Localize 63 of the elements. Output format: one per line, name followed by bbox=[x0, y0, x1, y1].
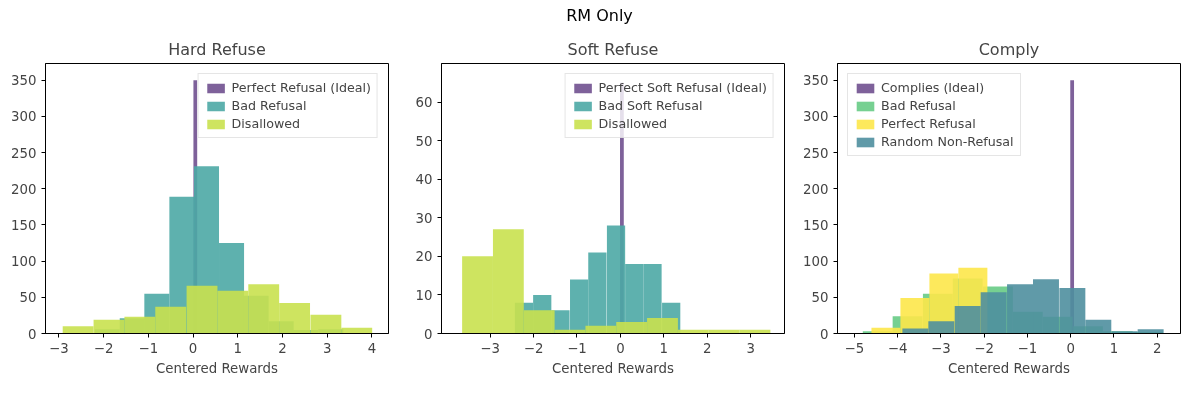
x-tick-label: 2 bbox=[702, 340, 712, 356]
y-tick-label: 350 bbox=[803, 73, 829, 89]
legend-label: Bad Refusal bbox=[881, 98, 956, 113]
y-tick-label: 30 bbox=[415, 210, 433, 226]
x-tick-label: 2 bbox=[1152, 340, 1162, 356]
x-axis-title: Centered Rewards bbox=[947, 360, 1071, 376]
y-tick-label: 350 bbox=[11, 73, 37, 89]
y-tick-label: 50 bbox=[811, 290, 829, 306]
legend-label: Perfect Refusal (Ideal) bbox=[231, 80, 371, 95]
chart-title: Comply bbox=[978, 39, 1040, 59]
y-tick-label: 0 bbox=[424, 326, 433, 342]
x-tick-label: −1 bbox=[567, 340, 587, 356]
y-tick-label: 50 bbox=[19, 290, 37, 306]
x-tick-label: 0 bbox=[188, 340, 198, 356]
y-tick-label: 0 bbox=[820, 326, 829, 342]
y-tick-label: 10 bbox=[415, 287, 433, 303]
y-tick-label: 150 bbox=[803, 217, 829, 233]
x-axis-title: Centered Rewards bbox=[155, 360, 279, 376]
legend-label: Bad Soft Refusal bbox=[598, 98, 703, 113]
x-tick-label: −2 bbox=[974, 340, 994, 356]
y-tick-label: 200 bbox=[11, 181, 37, 197]
legend-label: Perfect Refusal bbox=[881, 116, 976, 131]
legend-label: Perfect Soft Refusal (Ideal) bbox=[598, 80, 767, 95]
x-tick-label: −4 bbox=[887, 340, 908, 356]
chart-title: Soft Refuse bbox=[567, 39, 659, 59]
y-tick-label: 0 bbox=[28, 326, 37, 342]
x-tick-label: 3 bbox=[322, 340, 332, 356]
legend-label: Random Non-Refusal bbox=[881, 134, 1014, 149]
x-tick-label: 4 bbox=[367, 340, 377, 356]
x-tick-label: 2 bbox=[278, 340, 287, 356]
x-tick-label: −2 bbox=[93, 340, 114, 356]
chart-title: Hard Refuse bbox=[168, 39, 266, 59]
x-tick-label: −3 bbox=[49, 340, 69, 356]
y-tick-label: 150 bbox=[11, 217, 37, 233]
y-tick-label: 40 bbox=[415, 172, 433, 188]
y-tick-label: 300 bbox=[11, 109, 37, 125]
y-tick-label: 300 bbox=[803, 109, 829, 125]
y-tick-label: 20 bbox=[415, 249, 433, 265]
x-tick-label: −5 bbox=[844, 340, 865, 356]
x-tick-label: 1 bbox=[233, 340, 243, 356]
x-tick-label: −3 bbox=[480, 340, 500, 356]
x-tick-label: 0 bbox=[616, 340, 625, 356]
x-tick-label: −1 bbox=[138, 340, 159, 356]
legend-label: Disallowed bbox=[231, 116, 301, 131]
x-tick-label: 3 bbox=[746, 340, 755, 356]
x-tick-label: 1 bbox=[1109, 340, 1119, 356]
y-tick-label: 100 bbox=[11, 254, 37, 270]
legend-label: Complies (Ideal) bbox=[881, 80, 985, 95]
legend-label: Disallowed bbox=[598, 116, 668, 131]
x-tick-label: −3 bbox=[931, 340, 951, 356]
y-tick-label: 250 bbox=[803, 145, 829, 161]
x-tick-label: −2 bbox=[523, 340, 544, 356]
x-tick-label: 1 bbox=[659, 340, 669, 356]
y-tick-label: 60 bbox=[415, 95, 433, 111]
x-tick-label: 0 bbox=[1066, 340, 1075, 356]
y-tick-label: 100 bbox=[803, 254, 829, 270]
text: RM Only bbox=[566, 5, 633, 27]
y-tick-label: 250 bbox=[11, 145, 37, 161]
x-axis-title: Centered Rewards bbox=[551, 360, 675, 376]
legend-label: Bad Refusal bbox=[231, 98, 307, 113]
y-tick-label: 50 bbox=[415, 133, 433, 149]
y-tick-label: 200 bbox=[803, 181, 829, 197]
x-tick-label: −1 bbox=[1017, 340, 1038, 356]
